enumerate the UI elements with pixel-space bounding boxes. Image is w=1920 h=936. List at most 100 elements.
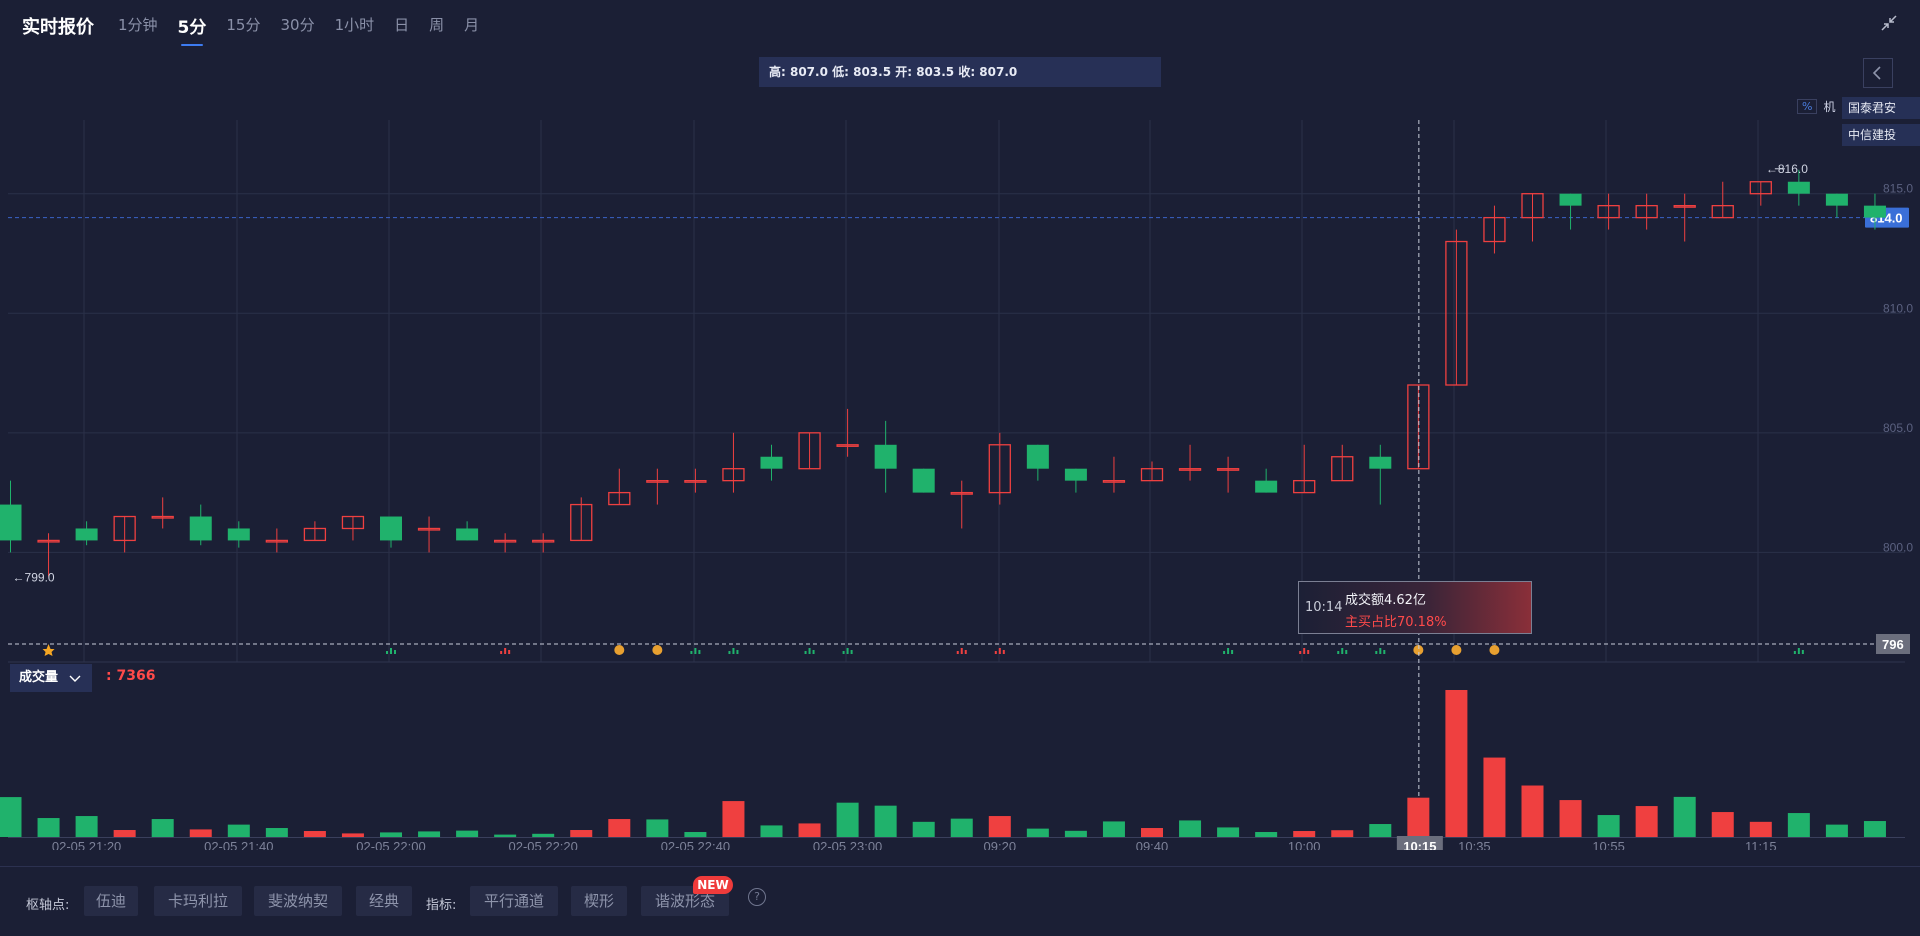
signal-bar (1231, 650, 1234, 654)
volume-bar (418, 831, 441, 837)
candle-body (189, 516, 212, 541)
y-tick-label: 800.0 (1883, 540, 1913, 554)
top-bar: 实时报价 1分钟 5分 15分 30分 1小时 日 周 月 (0, 0, 1920, 48)
volume-bar (874, 805, 897, 837)
volume-indicator-dropdown[interactable]: 成交量 (10, 664, 92, 692)
volume-bar (1635, 806, 1658, 837)
volume-bar (950, 818, 973, 837)
volume-bar (912, 821, 935, 837)
tab-1min[interactable]: 1分钟 (118, 16, 158, 34)
signal-bar (1337, 651, 1340, 654)
tooltip-time: 10:14 (1305, 600, 1343, 615)
collapse-icon[interactable] (1880, 14, 1898, 32)
signal-coin-icon (1413, 645, 1424, 655)
candle-body (1445, 240, 1468, 386)
broker-tag-1[interactable]: 国泰君安 (1842, 97, 1920, 119)
pivot-classic-button[interactable]: 经典 (356, 886, 412, 916)
volume-bar (1597, 815, 1620, 837)
signal-bar (1227, 648, 1230, 654)
signal-bar (842, 651, 845, 654)
x-tick-label: 02-05 22:20 (508, 839, 577, 850)
candle-body (532, 539, 555, 543)
volume-bar (1787, 813, 1810, 837)
signal-bar (960, 648, 963, 654)
candle-body (456, 528, 479, 541)
candle-body (1825, 193, 1848, 206)
tab-30min[interactable]: 30分 (280, 16, 315, 34)
signal-star-icon (42, 644, 55, 656)
crosshair-time-label: 10:15 (1403, 839, 1436, 850)
harmonic-pattern-button[interactable]: 谐波形态 (641, 886, 729, 916)
volume-bar (1407, 797, 1430, 837)
tab-1hour[interactable]: 1小时 (334, 16, 375, 34)
signal-bar (1303, 648, 1306, 654)
pivot-woodie-button[interactable]: 伍迪 (84, 886, 138, 916)
tab-month[interactable]: 月 (464, 16, 480, 34)
candle-body (493, 539, 517, 543)
volume-value: : 7366 (106, 668, 156, 684)
signal-coin-icon (652, 645, 663, 655)
x-tick-label: 10:35 (1458, 839, 1491, 850)
percent-toggle[interactable]: % (1797, 98, 1818, 114)
signal-bar (694, 648, 697, 654)
volume-bar (1711, 812, 1734, 837)
candlestick-chart[interactable]: 800.0805.0810.0815.0814.0←816.0←799.0796… (0, 0, 1920, 850)
signal-bar (956, 651, 959, 654)
candle-body (950, 491, 973, 495)
y-tick-label: 815.0 (1883, 182, 1913, 196)
crosshair-price-label: 796 (1882, 637, 1904, 652)
tab-15min[interactable]: 15分 (226, 16, 261, 34)
pivot-camarilla-button[interactable]: 卡玛利拉 (154, 886, 242, 916)
signal-bar (1379, 648, 1382, 654)
broker-tag-2[interactable]: 中信建投 (1842, 124, 1920, 146)
signal-coin-icon (614, 645, 625, 655)
help-icon[interactable]: ? (748, 888, 766, 906)
candle-body (341, 515, 365, 530)
tab-day[interactable]: 日 (394, 16, 410, 34)
crosshair-time-badge (1396, 836, 1443, 850)
parallel-channel-button[interactable]: 平行通道 (470, 886, 558, 916)
candle-body (1559, 193, 1582, 206)
signal-bars-icon (842, 648, 853, 654)
candle-body (75, 528, 98, 541)
wedge-button[interactable]: 楔形 (571, 886, 627, 916)
volume-bar (456, 830, 479, 837)
candle-body (1140, 468, 1164, 482)
candle-body (0, 504, 22, 541)
page-title: 实时报价 (22, 17, 94, 38)
high-marker-label: ←816.0 (1766, 162, 1808, 176)
volume-selector-label: 成交量 (19, 670, 59, 685)
candle-body (570, 503, 593, 542)
panel-toggle-button[interactable] (1863, 58, 1893, 88)
signal-bar (812, 650, 815, 654)
signal-coin-icon (1489, 645, 1500, 655)
volume-bar (189, 829, 212, 837)
candle-body (1635, 205, 1658, 219)
signal-bars-icon (500, 648, 511, 654)
candle-body (1064, 468, 1087, 481)
pivot-fibonacci-button[interactable]: 斐波纳契 (254, 886, 342, 916)
volume-bar (1179, 820, 1202, 837)
volume-bar (760, 825, 783, 837)
institution-label: 机 (1823, 99, 1836, 114)
candle-body (1483, 216, 1506, 243)
institution-legend[interactable]: % 机 (1797, 97, 1835, 115)
volume-bar (684, 832, 707, 837)
signal-bars-icon (1299, 648, 1310, 654)
volume-bar (1825, 824, 1848, 837)
signal-bar (386, 651, 388, 654)
volume-bar (988, 816, 1011, 837)
x-tick-label: 10:00 (1288, 839, 1321, 850)
candle-body (1178, 468, 1202, 471)
tab-week[interactable]: 周 (429, 16, 445, 34)
candle-body (1673, 205, 1696, 208)
x-tick-label: 02-05 23:00 (813, 839, 882, 850)
signal-bar (1793, 651, 1796, 654)
candle-body (1407, 384, 1430, 470)
tab-5min[interactable]: 5分 (178, 13, 206, 46)
signal-bar (994, 651, 997, 654)
signal-bar (804, 651, 807, 654)
volume-bar (1255, 832, 1278, 837)
chevron-down-icon (69, 675, 81, 682)
candle-body (1369, 456, 1392, 469)
